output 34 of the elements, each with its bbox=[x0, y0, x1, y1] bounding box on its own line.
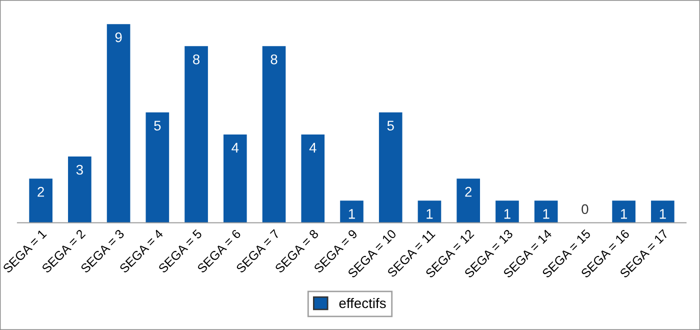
bar bbox=[651, 200, 674, 223]
data-label: 1 bbox=[504, 209, 510, 219]
bar bbox=[612, 200, 636, 223]
bar bbox=[68, 156, 92, 223]
data-label: 5 bbox=[387, 120, 394, 131]
bar bbox=[496, 200, 519, 223]
bar bbox=[106, 24, 130, 223]
data-label: 4 bbox=[309, 142, 316, 152]
bar bbox=[340, 200, 364, 223]
data-label: 1 bbox=[660, 209, 666, 219]
bar bbox=[146, 112, 170, 223]
bar bbox=[262, 46, 286, 223]
bar bbox=[378, 112, 402, 223]
data-label: 4 bbox=[232, 142, 239, 152]
data-label: 5 bbox=[154, 120, 161, 131]
data-label: 1 bbox=[543, 209, 550, 219]
data-label: 8 bbox=[270, 54, 278, 64]
bar bbox=[184, 46, 208, 223]
data-label: 0 bbox=[582, 204, 588, 214]
bar bbox=[418, 200, 442, 223]
data-label: 1 bbox=[621, 209, 627, 219]
data-label: 2 bbox=[465, 186, 472, 197]
data-label: 8 bbox=[193, 54, 200, 64]
data-label: 1 bbox=[348, 209, 355, 219]
data-label: 9 bbox=[115, 32, 122, 42]
bar bbox=[534, 200, 558, 223]
bar bbox=[29, 178, 52, 223]
bar bbox=[301, 134, 325, 223]
bar bbox=[223, 134, 247, 223]
bar bbox=[456, 178, 480, 223]
data-label: 3 bbox=[76, 164, 83, 175]
data-label: 1 bbox=[426, 209, 433, 219]
data-label: 2 bbox=[38, 186, 44, 197]
legend-label: effectifs bbox=[339, 298, 386, 308]
